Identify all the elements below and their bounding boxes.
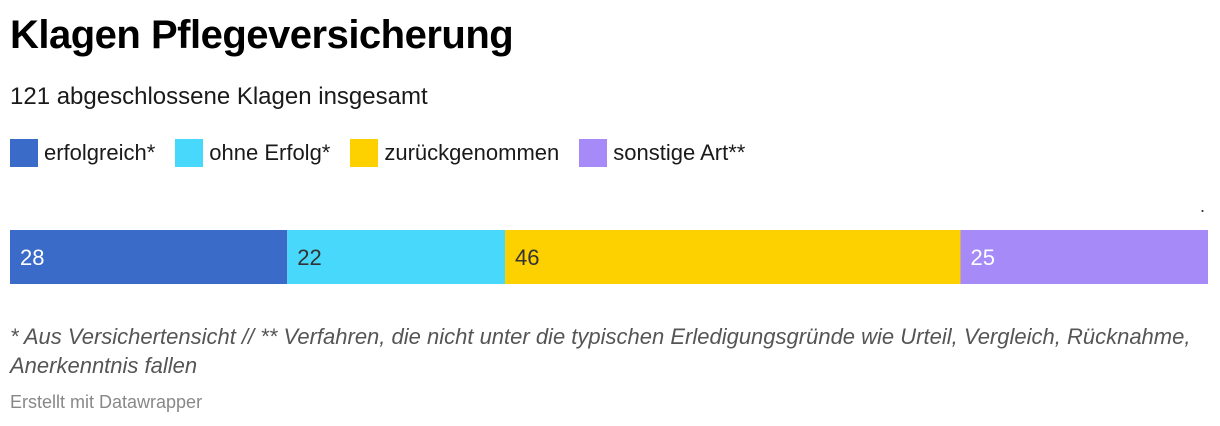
bar-label-sonstige-art: 25 [970,245,994,270]
bar-label-zurueckgenommen: 46 [515,245,539,270]
stacked-bar-chart: 28 22 46 25 [10,230,1208,284]
legend-swatch-ohne-erfolg [175,139,204,167]
legend-label-erfolgreich: erfolgreich* [44,140,156,165]
legend-swatch-zurueckgenommen [350,139,379,167]
legend: erfolgreich* ohne Erfolg* zurückgenommen… [10,138,765,168]
legend-item-erfolgreich: erfolgreich* [10,139,155,167]
bar-segment-zurueckgenommen [505,230,961,284]
chart-title: Klagen Pflegeversicherung [10,13,514,57]
stacked-bar: 28 22 46 25 [10,230,1208,284]
bar-label-erfolgreich: 28 [20,245,44,270]
dot-marker: . [1200,196,1206,216]
legend-item-zurueckgenommen: zurückgenommen [350,139,559,167]
legend-item-ohne-erfolg: ohne Erfolg* [175,139,330,167]
footnote: * Aus Versichertensicht // ** Verfahren,… [10,324,1191,378]
legend-swatch-erfolgreich [10,139,38,167]
bar-label-ohne-erfolg: 22 [297,245,321,270]
bar-segment-ohne-erfolg [287,230,506,284]
bar-segment-sonstige-art [960,230,1208,284]
legend-item-sonstige-art: sonstige Art** [579,139,745,167]
credit-link[interactable]: Erstellt mit Datawrapper [10,392,203,412]
legend-label-ohne-erfolg: ohne Erfolg* [209,140,331,165]
bar-segment-erfolgreich [10,230,288,284]
legend-label-sonstige-art: sonstige Art** [613,140,746,165]
legend-label-zurueckgenommen: zurückgenommen [384,140,560,165]
chart-subtitle: 121 abgeschlossene Klagen insgesamt [10,83,428,110]
legend-swatch-sonstige-art [579,139,608,167]
